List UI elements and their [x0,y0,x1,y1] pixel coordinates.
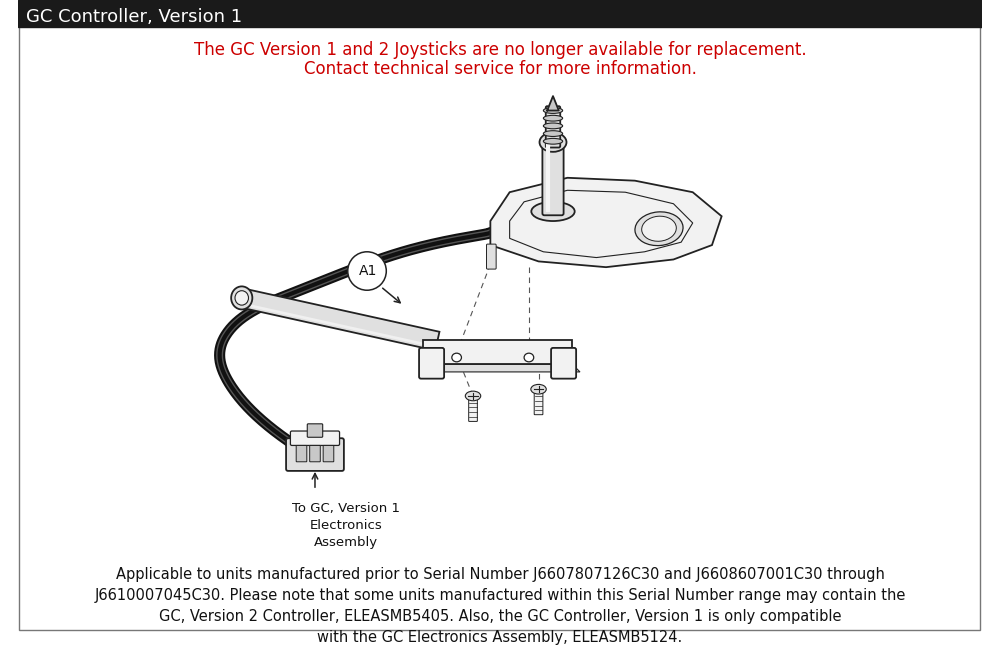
FancyBboxPatch shape [310,445,320,462]
Ellipse shape [635,212,683,245]
FancyBboxPatch shape [487,244,496,269]
Text: Contact technical service for more information.: Contact technical service for more infor… [304,60,696,78]
Ellipse shape [642,216,676,241]
FancyBboxPatch shape [290,431,340,445]
Ellipse shape [543,138,563,144]
Ellipse shape [524,353,534,362]
Bar [18,0,982,27]
Polygon shape [547,96,559,111]
FancyBboxPatch shape [286,438,344,471]
FancyBboxPatch shape [423,340,572,365]
Ellipse shape [543,115,563,121]
Text: A1: A1 [359,264,377,278]
Text: Applicable to units manufactured prior to Serial Number J6607807126C30 and J6608: Applicable to units manufactured prior t… [94,567,906,645]
FancyBboxPatch shape [542,140,564,215]
Circle shape [348,252,386,290]
Text: To GC, Version 1
Electronics
Assembly: To GC, Version 1 Electronics Assembly [292,501,400,549]
FancyBboxPatch shape [534,393,543,415]
FancyBboxPatch shape [469,399,477,421]
Ellipse shape [465,391,481,401]
Ellipse shape [543,131,563,136]
FancyBboxPatch shape [323,445,334,462]
Polygon shape [510,190,693,257]
Ellipse shape [231,286,252,309]
Ellipse shape [543,108,563,113]
FancyBboxPatch shape [296,445,307,462]
Ellipse shape [452,353,461,362]
Ellipse shape [531,384,546,394]
Polygon shape [423,365,580,372]
Ellipse shape [235,291,248,305]
FancyBboxPatch shape [307,424,323,438]
Ellipse shape [531,202,575,221]
FancyBboxPatch shape [546,106,560,147]
FancyBboxPatch shape [419,348,444,378]
Ellipse shape [543,123,563,129]
Polygon shape [240,289,439,351]
Text: GC Controller, Version 1: GC Controller, Version 1 [26,9,242,26]
FancyBboxPatch shape [551,348,576,378]
Ellipse shape [540,133,566,152]
Text: The GC Version 1 and 2 Joysticks are no longer available for replacement.: The GC Version 1 and 2 Joysticks are no … [194,41,806,59]
Polygon shape [490,178,722,267]
